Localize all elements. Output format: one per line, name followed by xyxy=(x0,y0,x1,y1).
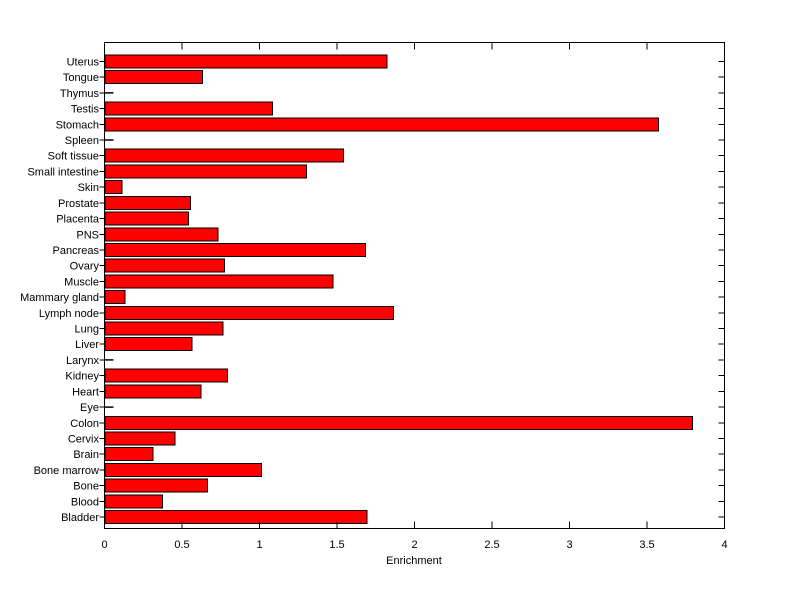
x-tick-label: 3 xyxy=(566,539,572,551)
y-tick-label: Eye xyxy=(80,402,99,414)
y-tick-label: Bone xyxy=(73,481,99,493)
y-tick-label: Blood xyxy=(71,496,99,508)
y-tick-label: Kidney xyxy=(65,371,99,383)
tick-marks xyxy=(99,42,725,529)
y-tick-label: PNS xyxy=(76,229,99,241)
bar xyxy=(104,258,225,273)
x-tick-label: 2 xyxy=(411,539,417,551)
bar xyxy=(104,164,307,179)
y-tick-label: Mammary gland xyxy=(20,292,99,304)
bar xyxy=(104,415,693,430)
y-tick-label: Ovary xyxy=(70,261,100,273)
bar xyxy=(104,494,163,509)
bar xyxy=(104,70,204,85)
y-tick-label: Liver xyxy=(75,339,99,351)
y-tick-label: Larynx xyxy=(66,355,100,367)
y-tick-label: Lymph node xyxy=(39,308,99,320)
y-tick-label: Brain xyxy=(73,449,99,461)
x-axis-tick-labels: 0 0.5 1 1.5 2 2.5 3 3.5 4 xyxy=(101,539,727,551)
bar xyxy=(104,510,368,524)
bar xyxy=(104,290,126,305)
zero-value-bars xyxy=(104,92,114,408)
y-tick-label: Skin xyxy=(78,182,99,194)
bar xyxy=(104,447,154,462)
bar xyxy=(104,117,659,132)
y-tick-label: Testis xyxy=(71,104,100,116)
bar xyxy=(104,180,123,195)
y-tick-label: Colon xyxy=(70,418,99,430)
y-tick-label: Prostate xyxy=(58,198,99,210)
bar xyxy=(104,54,388,69)
y-tick-label: Cervix xyxy=(68,434,100,446)
bar xyxy=(104,211,190,226)
bar xyxy=(104,384,202,399)
y-tick-label: Tongue xyxy=(63,72,99,84)
y-tick-label: Bladder xyxy=(61,512,99,524)
bars xyxy=(104,54,693,524)
bar xyxy=(104,431,176,446)
bar xyxy=(104,478,208,493)
y-tick-label: Small intestine xyxy=(27,166,99,178)
bar xyxy=(104,243,366,257)
bar xyxy=(104,321,224,336)
x-axis-title: Enrichment xyxy=(386,555,442,567)
x-tick-label: 4 xyxy=(721,539,727,551)
x-tick-label: 1.5 xyxy=(329,539,344,551)
bar xyxy=(104,337,193,352)
bar xyxy=(104,227,219,242)
y-tick-label: Stomach xyxy=(56,119,99,131)
bar xyxy=(104,101,273,116)
y-tick-label: Lung xyxy=(75,324,99,336)
y-tick-label: Muscle xyxy=(64,276,99,288)
x-tick-label: 0.5 xyxy=(174,539,189,551)
y-tick-label: Placenta xyxy=(56,214,100,226)
x-tick-label: 2.5 xyxy=(484,539,499,551)
y-tick-label: Thymus xyxy=(60,88,100,100)
y-tick-label: Pancreas xyxy=(53,245,100,257)
bar xyxy=(104,368,228,383)
bar xyxy=(104,195,191,210)
bar xyxy=(104,274,334,289)
bar xyxy=(104,148,345,163)
y-tick-label: Heart xyxy=(72,386,99,398)
y-tick-label: Bone marrow xyxy=(34,465,99,477)
y-axis-labels: Bladder Blood Bone Bone marrow Brain Cervix Co… xyxy=(20,57,100,525)
x-tick-label: 0 xyxy=(101,539,107,551)
x-tick-label: 1 xyxy=(256,539,262,551)
y-tick-label: Soft tissue xyxy=(48,151,99,163)
bar xyxy=(104,462,263,477)
bar xyxy=(104,305,394,320)
y-tick-label: Uterus xyxy=(67,57,100,69)
x-tick-label: 3.5 xyxy=(639,539,654,551)
y-tick-label: Spleen xyxy=(65,135,99,147)
